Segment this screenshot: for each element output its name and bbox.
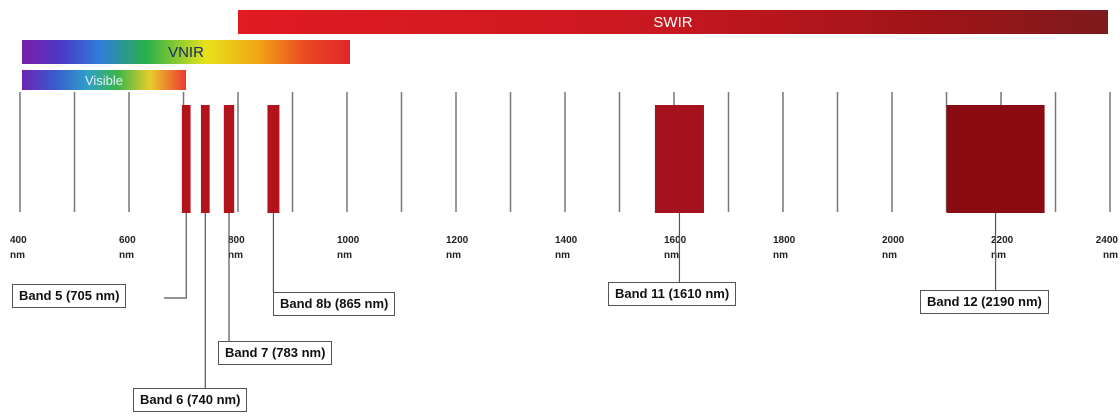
band-7-label: Band 7 (783 nm) — [218, 341, 333, 365]
vnir-region-bar: VNIR — [22, 40, 350, 64]
band-5-label: Band 5 (705 nm) — [12, 284, 127, 308]
tick-label-1200: 1200 — [446, 235, 469, 246]
vnir-label: VNIR — [168, 43, 204, 61]
tick-label-2400: 2400 — [1096, 235, 1119, 246]
tick-label-1600: 1600 — [664, 235, 687, 246]
leader-band-5 — [164, 213, 187, 299]
tick-unit-1600: nm — [664, 250, 679, 261]
swir-label: SWIR — [653, 13, 693, 31]
tick-unit-1200: nm — [446, 250, 461, 261]
visible-label: Visible — [84, 72, 124, 88]
tick-unit-1800: nm — [773, 250, 788, 261]
band-rect-3 — [267, 105, 280, 213]
tick-label-600: 600 — [119, 235, 136, 246]
tick-label-2200: 2200 — [991, 235, 1014, 246]
tick-unit-400: nm — [10, 250, 25, 261]
band-rect-5 — [946, 105, 1045, 213]
tick-label-800: 800 — [228, 235, 245, 246]
band-8b-label: Band 8b (865 nm) — [273, 292, 396, 316]
band-rect-4 — [654, 105, 704, 213]
tick-unit-2200: nm — [991, 250, 1006, 261]
tick-label-1800: 1800 — [773, 235, 796, 246]
tick-label-1400: 1400 — [555, 235, 578, 246]
band-rect-1 — [200, 105, 210, 213]
tick-unit-1400: nm — [555, 250, 570, 261]
tick-unit-1000: nm — [337, 250, 352, 261]
band-rect-2 — [223, 105, 235, 213]
tick-unit-800: nm — [228, 250, 243, 261]
visible-region-bar: Visible — [22, 70, 186, 90]
tick-label-2000: 2000 — [882, 235, 905, 246]
band-6-label: Band 6 (740 nm) — [133, 388, 248, 412]
tick-label-1000: 1000 — [337, 235, 360, 246]
swir-region-bar: SWIR — [238, 10, 1108, 34]
band-12-label: Band 12 (2190 nm) — [920, 290, 1049, 314]
tick-label-400: 400 — [10, 235, 27, 246]
tick-unit-600: nm — [119, 250, 134, 261]
band-rect-0 — [181, 105, 191, 213]
tick-unit-2000: nm — [882, 250, 897, 261]
band-11-label: Band 11 (1610 nm) — [608, 282, 737, 306]
tick-unit-2400: nm — [1103, 250, 1118, 261]
